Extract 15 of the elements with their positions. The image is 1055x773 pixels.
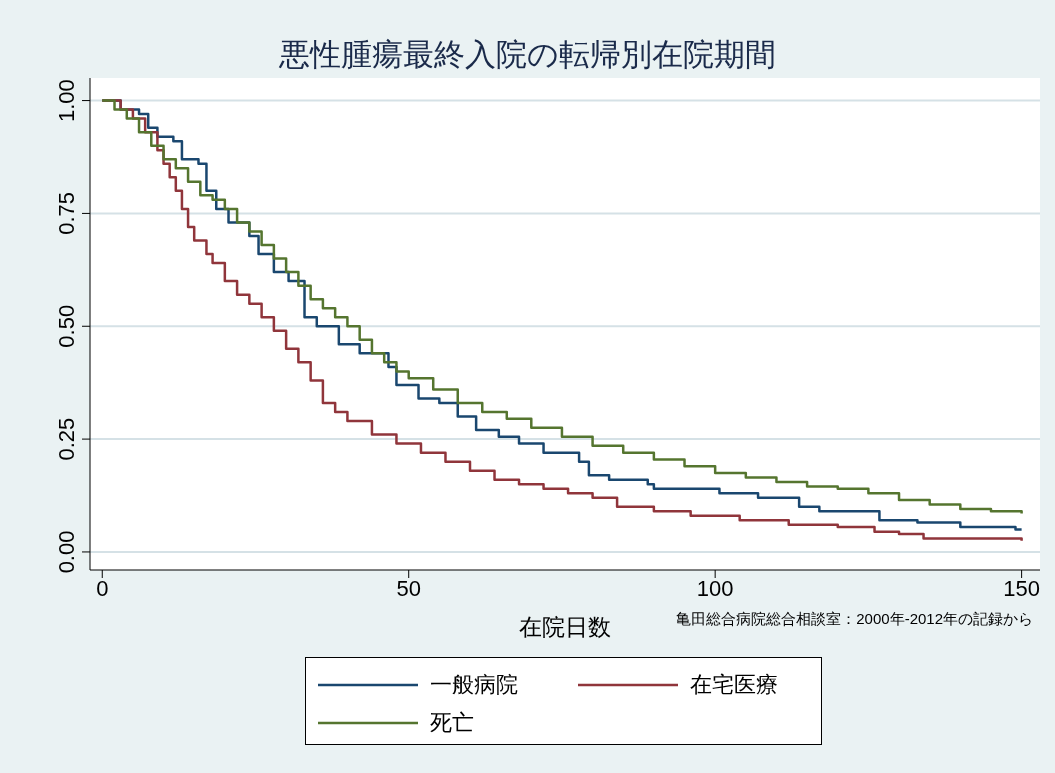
x-tick-label: 150 bbox=[1003, 575, 1040, 601]
x-tick-label: 0 bbox=[96, 575, 109, 601]
y-tick-label: 0.50 bbox=[54, 304, 79, 348]
text: 亀田総合病院総合相談室：2000年-2012年の記録から bbox=[676, 610, 1033, 629]
legend-label: 死亡 bbox=[430, 709, 474, 737]
y-tick-label: 0.75 bbox=[54, 192, 79, 235]
legend-label: 一般病院 bbox=[430, 671, 518, 699]
x-tick-label: 50 bbox=[396, 575, 421, 601]
x-tick-label: 100 bbox=[696, 575, 734, 601]
y-tick-label: 0.25 bbox=[54, 417, 79, 461]
y-tick-label: 1.00 bbox=[54, 79, 79, 122]
x-axis-title: 在院日数 bbox=[519, 614, 611, 640]
legend-label: 在宅医療 bbox=[690, 671, 778, 699]
chart-title: 悪性腫瘍最終入院の転帰別在院期間 bbox=[278, 36, 777, 74]
y-tick-label: 0.00 bbox=[54, 530, 79, 574]
